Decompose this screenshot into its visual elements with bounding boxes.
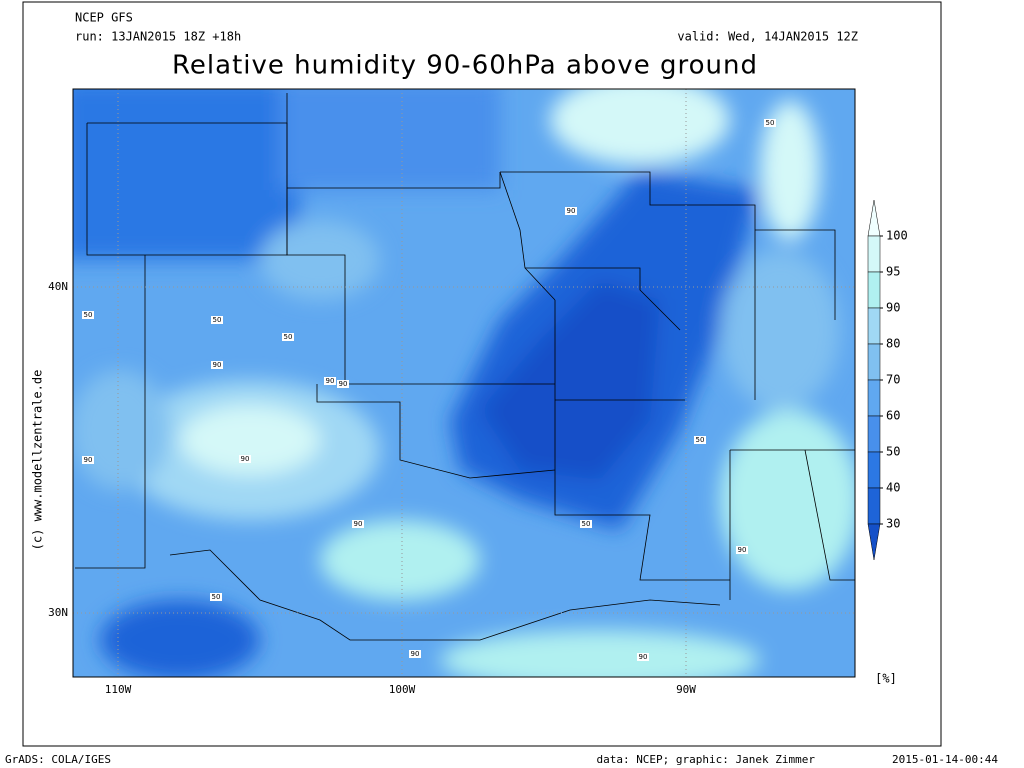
contour-label: 90 [213, 361, 222, 369]
colorbar-band [867, 235, 881, 273]
contour-label: 90 [738, 546, 747, 554]
run-time: run: 13JAN2015 18Z +18h [75, 30, 241, 44]
colorbar-band [867, 307, 881, 345]
contour-label-box [82, 311, 94, 319]
contour-label: 50 [213, 316, 222, 324]
lon-label: 90W [676, 683, 696, 696]
colorbar-band [867, 487, 881, 525]
contour-label-box [282, 333, 294, 341]
contour-label-box [239, 455, 251, 463]
contour-label-box [337, 380, 349, 388]
contour-label: 90 [411, 650, 420, 658]
contour-label-box [324, 377, 336, 385]
map-border [72, 88, 856, 678]
contour-label-box [736, 546, 748, 554]
contour-label: 90 [339, 380, 348, 388]
contour-label: 50 [696, 436, 705, 444]
contour-label: 50 [284, 333, 293, 341]
contour-label-box [565, 207, 577, 215]
side-note: (c) www.modellzentrale.de [31, 370, 45, 551]
lat-label: 30N [48, 606, 68, 619]
colorbar-label: 70 [886, 373, 900, 387]
footer-left: GrADS: COLA/IGES [5, 753, 111, 766]
frame [22, 1, 942, 747]
colorbar-band [867, 271, 881, 309]
map-title: Relative humidity 90-60hPa above ground [172, 51, 758, 81]
model-name: NCEP GFS [75, 11, 133, 25]
colorbar-label: 40 [886, 481, 900, 495]
colorbar-band [867, 379, 881, 417]
contour-label-box [352, 520, 364, 528]
colorbar-cap-top [867, 199, 881, 237]
contour-label: 90 [241, 455, 250, 463]
contour-label-box [211, 361, 223, 369]
contour-label: 50 [212, 593, 221, 601]
colorbar: 100 95 90 80 70 60 50 40 30 [%] [867, 199, 908, 686]
colorbar-label: 80 [886, 337, 900, 351]
colorbar-band [867, 451, 881, 489]
colorbar-label: 50 [886, 445, 900, 459]
grid-and-labels: 50 90 50 50 50 90 90 90 90 90 50 50 90 90 50 90 90 [73, 89, 855, 677]
state-borders [75, 93, 855, 641]
colorbar-cap-bottom [867, 523, 881, 561]
contour-label-box [764, 119, 776, 127]
contour-label: 50 [84, 311, 93, 319]
contour-label: 90 [84, 456, 93, 464]
contour-label: 90 [326, 377, 335, 385]
contour-label: 90 [567, 207, 576, 215]
colorbar-label: 95 [886, 265, 900, 279]
colorbar-label: 100 [886, 229, 908, 243]
contour-label: 50 [766, 119, 775, 127]
contour-label-box [580, 520, 592, 528]
footer-middle: data: NCEP; graphic: Janek Zimmer [596, 753, 815, 766]
contour-label: 90 [639, 653, 648, 661]
contour-label-box [637, 653, 649, 661]
map-field: 50 90 50 50 50 90 90 90 90 90 50 50 90 90 50 90 90 [73, 89, 855, 677]
colorbar-label: 30 [886, 517, 900, 531]
contour-label-box [694, 436, 706, 444]
colorbar-label: 60 [886, 409, 900, 423]
contour-label-box [409, 650, 421, 658]
contour-label-box [82, 456, 94, 464]
lon-label: 110W [105, 683, 132, 696]
contour-label-box [211, 316, 223, 324]
contour-label: 90 [354, 520, 363, 528]
contour-label: 50 [582, 520, 591, 528]
field-shading [73, 89, 855, 677]
colorbar-band [867, 415, 881, 453]
lon-label: 100W [389, 683, 416, 696]
colorbar-label: 90 [886, 301, 900, 315]
contour-label-box [210, 593, 222, 601]
valid-time: valid: Wed, 14JAN2015 12Z [677, 30, 858, 44]
colorbar-unit: [%] [875, 672, 897, 686]
lat-label: 40N [48, 280, 68, 293]
colorbar-band [867, 343, 881, 381]
footer-right: 2015-01-14-00:44 [892, 753, 998, 766]
